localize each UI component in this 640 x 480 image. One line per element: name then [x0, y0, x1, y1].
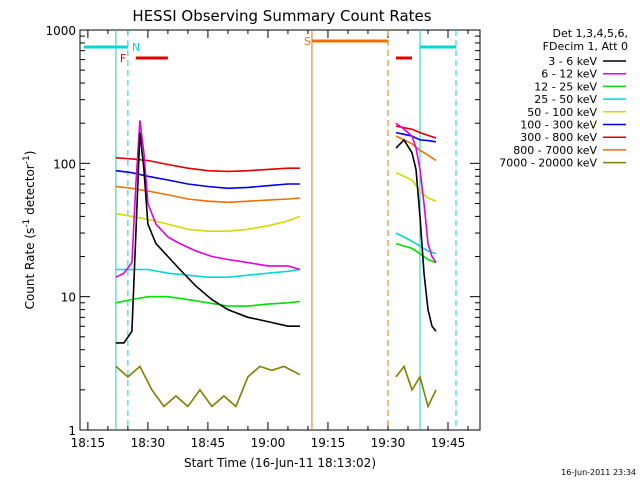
x-axis-label: Start Time (16-Jun-11 18:13:02) — [184, 456, 376, 470]
y-tick-label: 100 — [53, 157, 76, 171]
y-axis-ticks: 1 10 100 1000 — [45, 24, 480, 438]
series-line — [395, 138, 437, 332]
flag-label-s: S — [304, 35, 311, 48]
y-tick-label: 10 — [61, 291, 76, 305]
x-tick-label: 19:00 — [251, 436, 286, 450]
series-line — [395, 232, 437, 255]
flag-label-n: N — [132, 41, 140, 54]
series-line — [115, 212, 301, 232]
series-lines — [115, 120, 437, 409]
x-tick-label: 19:15 — [311, 436, 346, 450]
legend: Det 1,3,4,5,6, FDecim 1, Att 0 3 - 6 keV… — [499, 27, 628, 170]
series-line — [395, 122, 437, 264]
series-line — [395, 364, 437, 409]
series-line — [115, 120, 301, 278]
legend-label: 300 - 800 keV — [520, 131, 597, 144]
legend-label: 12 - 25 keV — [534, 80, 597, 93]
x-tick-label: 19:45 — [431, 436, 466, 450]
chart-title: HESSI Observing Summary Count Rates — [132, 7, 431, 25]
timestamp: 16-Jun-2011 23:34 — [561, 468, 636, 477]
series-line — [395, 171, 437, 202]
series-line — [115, 268, 301, 279]
x-tick-label: 18:45 — [191, 436, 226, 450]
flag-label-f: F — [120, 52, 126, 65]
y-tick-label: 1 — [68, 424, 76, 438]
legend-label: 50 - 100 keV — [527, 106, 597, 119]
legend-header-1: Det 1,3,4,5,6, — [552, 27, 628, 40]
legend-header-2: FDecim 1, Att 0 — [543, 40, 628, 53]
x-axis-ticks: 18:15 18:30 18:45 19:00 19:15 19:30 19:45 — [71, 30, 469, 450]
legend-label: 6 - 12 keV — [541, 68, 597, 81]
series-line — [115, 295, 300, 307]
series-line — [395, 131, 437, 143]
legend-label: 800 - 7000 keV — [513, 144, 597, 157]
legend-label: 25 - 50 keV — [534, 93, 597, 106]
x-tick-label: 18:15 — [71, 436, 106, 450]
legend-label: 3 - 6 keV — [548, 55, 597, 68]
series-line — [115, 132, 300, 344]
series-line — [115, 185, 300, 204]
x-tick-label: 19:30 — [371, 436, 406, 450]
series-line — [395, 242, 437, 264]
plot-frame — [79, 29, 481, 431]
y-axis-label: Count Rate (s-1 detector-1) — [22, 151, 37, 310]
legend-label: 100 - 300 keV — [520, 119, 597, 132]
attenuator-flags: NF S — [83, 30, 457, 430]
series-line — [115, 169, 300, 190]
x-tick-label: 18:30 — [131, 436, 166, 450]
legend-label: 7000 - 20000 keV — [499, 157, 597, 170]
y-tick-label: 1000 — [45, 24, 76, 38]
series-line — [115, 365, 301, 408]
